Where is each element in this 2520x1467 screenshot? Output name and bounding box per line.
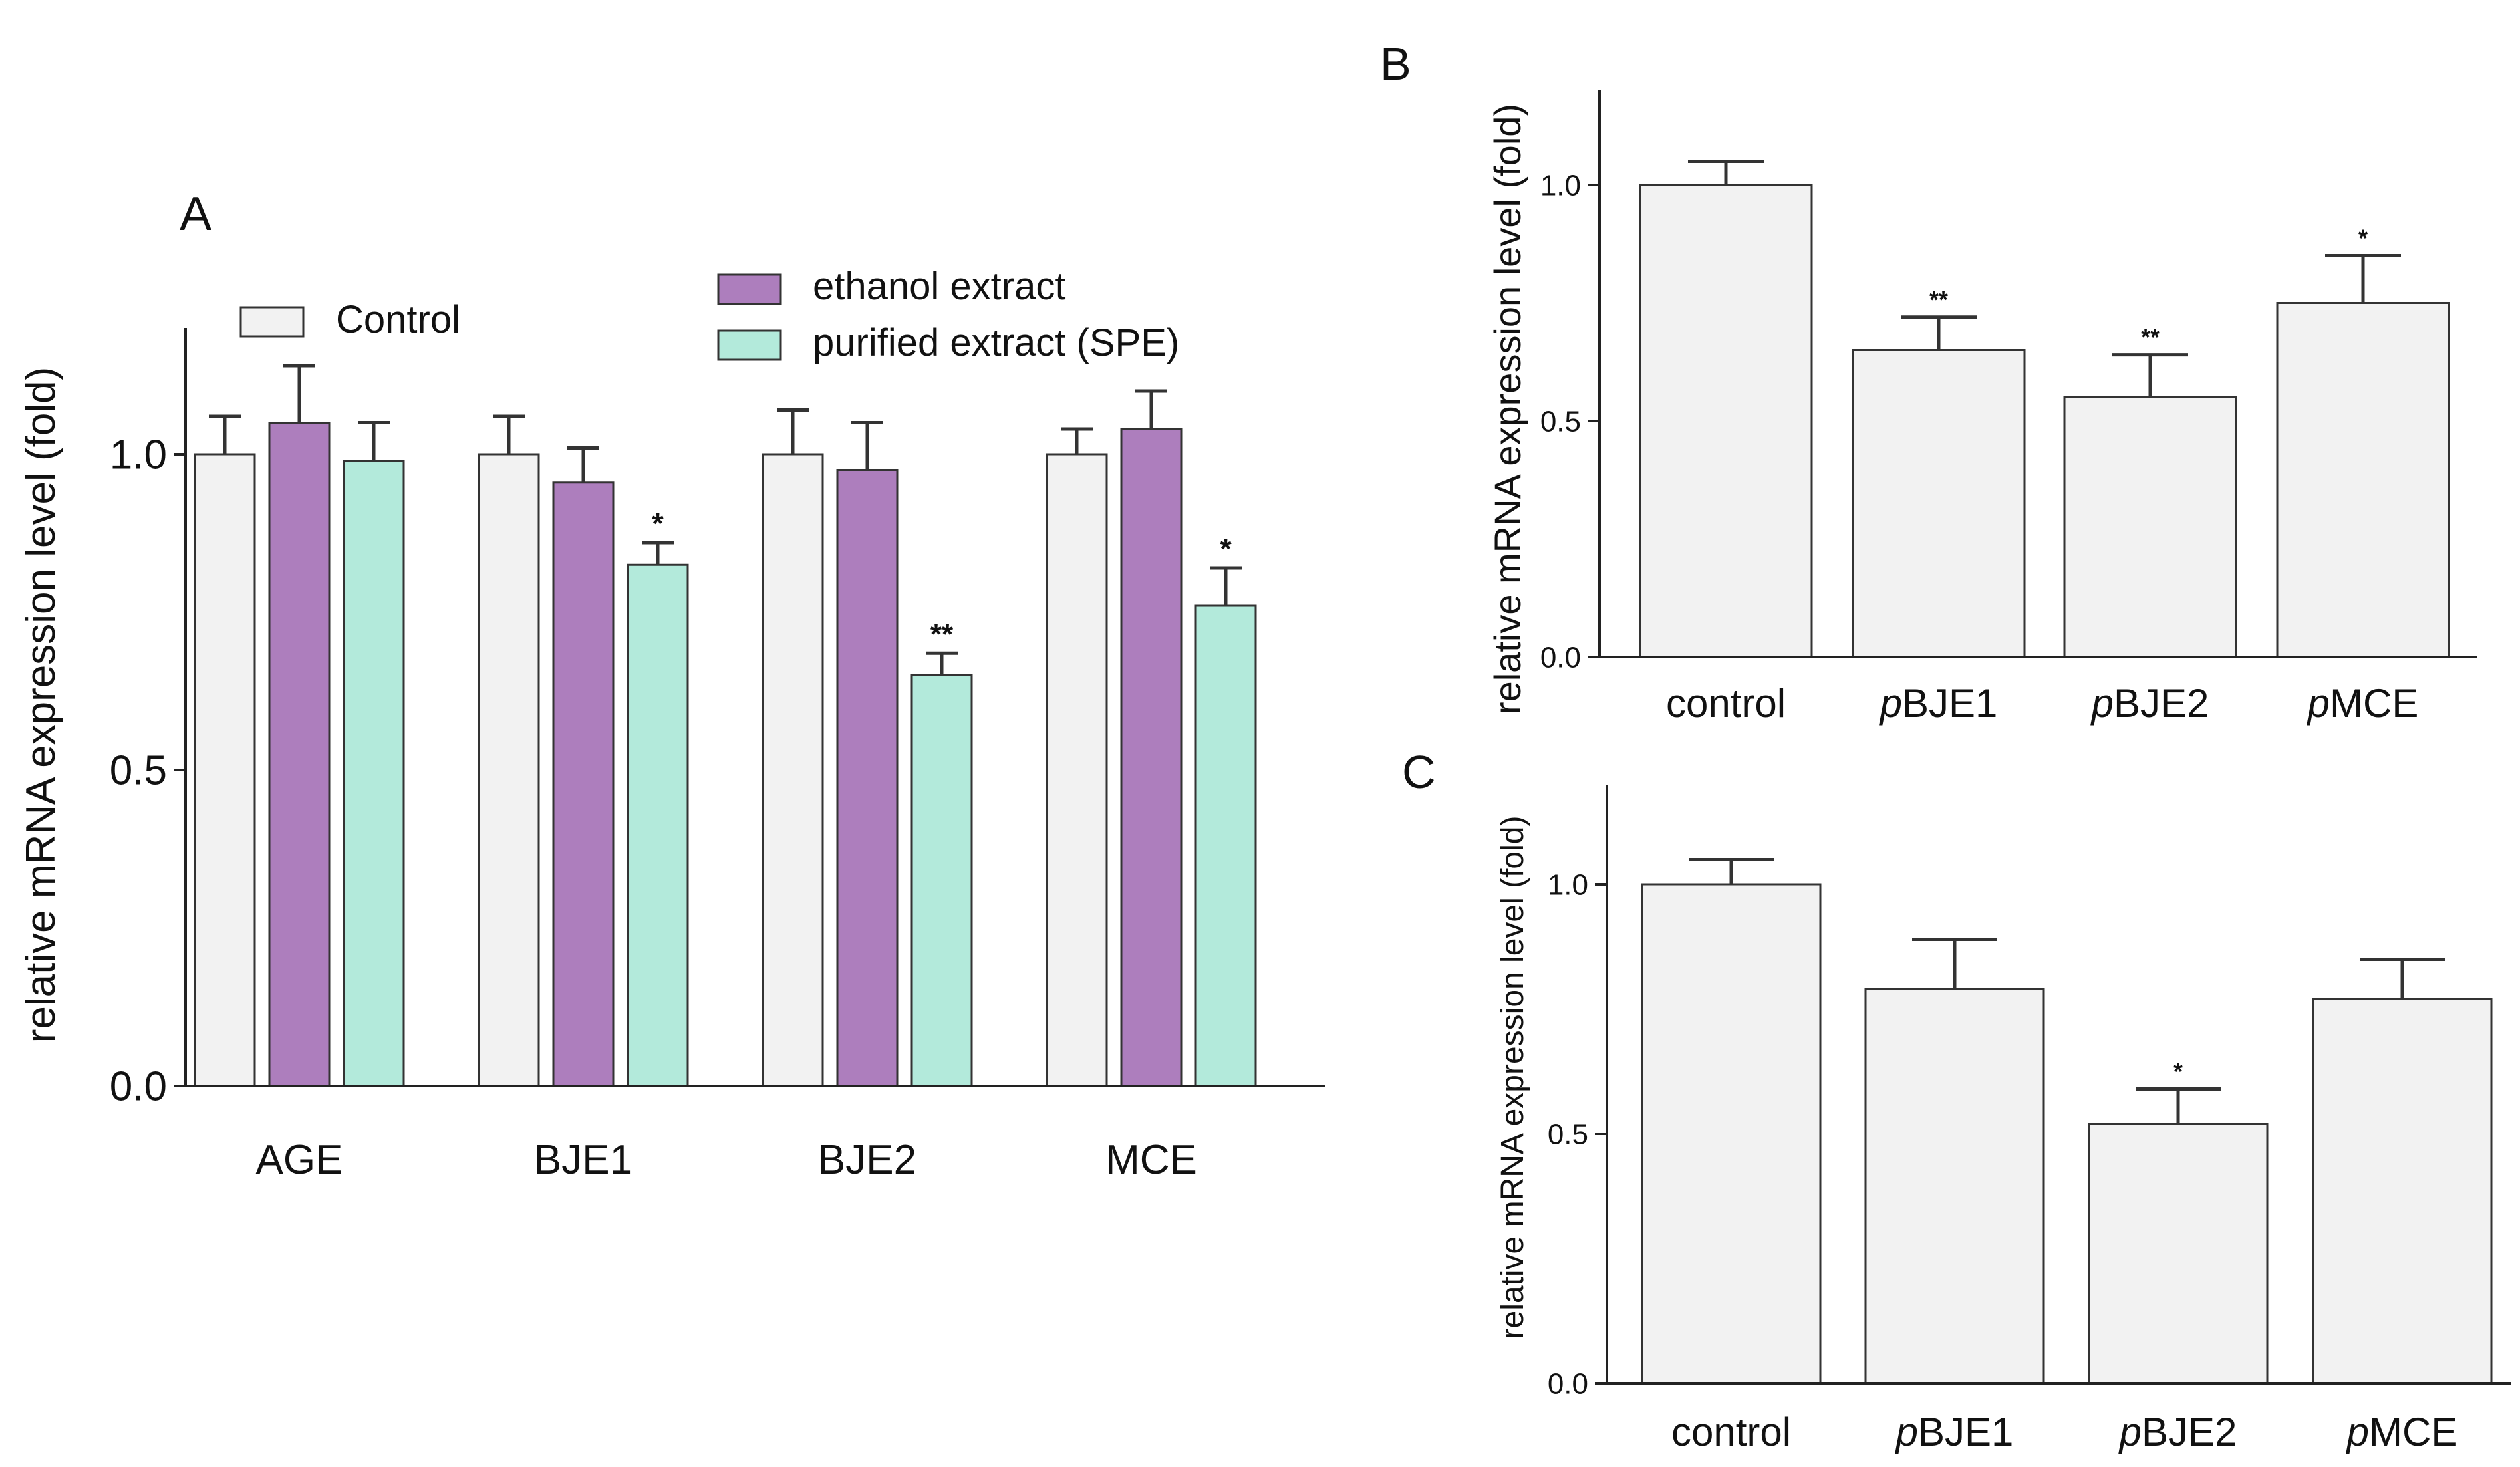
x-tick-text: control [1671,1410,1791,1454]
legend-label: Control [336,298,460,341]
legend-label: ethanol extract [813,265,1065,308]
significance-mark: * [2173,1058,2183,1085]
bar [478,453,540,1087]
panel-label: C [1402,746,1436,798]
bar [1639,184,1813,658]
y-axis-label: relative mRNA expression level (fold) [1486,104,1528,714]
x-tick-text: MCE [2330,681,2418,726]
significance-mark: ** [930,618,954,650]
x-tick-label: pBJE1 [1895,1410,2014,1454]
x-tick-prefix: p [2118,1410,2142,1454]
x-tick-prefix: p [1879,681,1902,726]
bar [1120,428,1183,1087]
bar [627,563,689,1087]
y-axis-label: relative mRNA expression level (fold) [1495,816,1530,1339]
bar [552,481,615,1087]
x-tick-text: MCE [2369,1410,2457,1454]
bar [194,453,256,1087]
x-tick-label: pBJE2 [2090,681,2209,726]
x-tick-prefix: p [1895,1410,1918,1454]
bar [2063,396,2237,658]
x-tick-prefix: p [2090,681,2114,726]
legend-swatch [717,329,782,361]
significance-mark: ** [1929,286,1948,313]
x-tick-label: pBJE1 [1879,681,1998,726]
significance-mark: ** [2141,324,2160,351]
panel-label: B [1380,38,1411,90]
x-tick-label: control [1666,681,1786,726]
y-tick-label: 0.0 [1540,641,1581,674]
x-tick-label: MCE [1105,1137,1197,1183]
x-tick-text: BJE1 [1918,1410,2013,1454]
x-tick-label: BJE1 [534,1137,632,1183]
x-tick-label: pBJE2 [2118,1410,2237,1454]
y-tick-label: 1.0 [1540,169,1581,201]
bar [2276,302,2450,658]
y-tick-label: 0.5 [1540,405,1581,438]
bar [343,460,405,1087]
x-tick-label: pMCE [2346,1410,2458,1454]
x-tick-prefix: p [2307,681,2330,726]
x-tick-label: BJE2 [818,1137,916,1183]
bar [1046,453,1108,1087]
x-tick-text: BJE2 [2114,681,2209,726]
y-tick-label: 1.0 [110,432,167,478]
bar [910,674,973,1087]
y-axis-label: relative mRNA expression level (fold) [18,367,64,1043]
legend-label: purified extract (SPE) [813,321,1179,364]
bar [2088,1123,2269,1385]
x-tick-text: control [1666,681,1786,726]
bar [1194,604,1257,1087]
bar [1852,349,2026,658]
significance-mark: * [1220,533,1232,565]
x-tick-text: BJE2 [2142,1410,2237,1454]
x-tick-label: control [1671,1410,1791,1454]
bar [1864,988,2045,1385]
y-tick-label: 0.5 [1548,1118,1588,1150]
panel-label: A [180,188,211,241]
bar [762,453,824,1087]
panel-c: * 0.0 0.5 1.0 relative mRNA expression level… [1402,746,2511,1454]
y-tick-label: 0.0 [110,1064,167,1110]
x-tick-prefix: p [2346,1410,2369,1454]
bar [2312,998,2493,1385]
y-tick-label: 1.0 [1548,868,1588,901]
bar [1641,883,1822,1385]
bar [836,469,899,1087]
significance-mark: * [2358,225,2368,252]
y-tick-label: 0.0 [1548,1367,1588,1400]
x-tick-label: pMCE [2307,681,2419,726]
bar [268,422,331,1087]
legend-swatch [239,306,305,338]
x-tick-text: BJE1 [1902,681,1997,726]
significance-mark: * [652,507,664,540]
y-tick-label: 0.5 [110,748,167,794]
legend-swatch [717,273,782,305]
x-tick-label: AGE [256,1137,343,1183]
